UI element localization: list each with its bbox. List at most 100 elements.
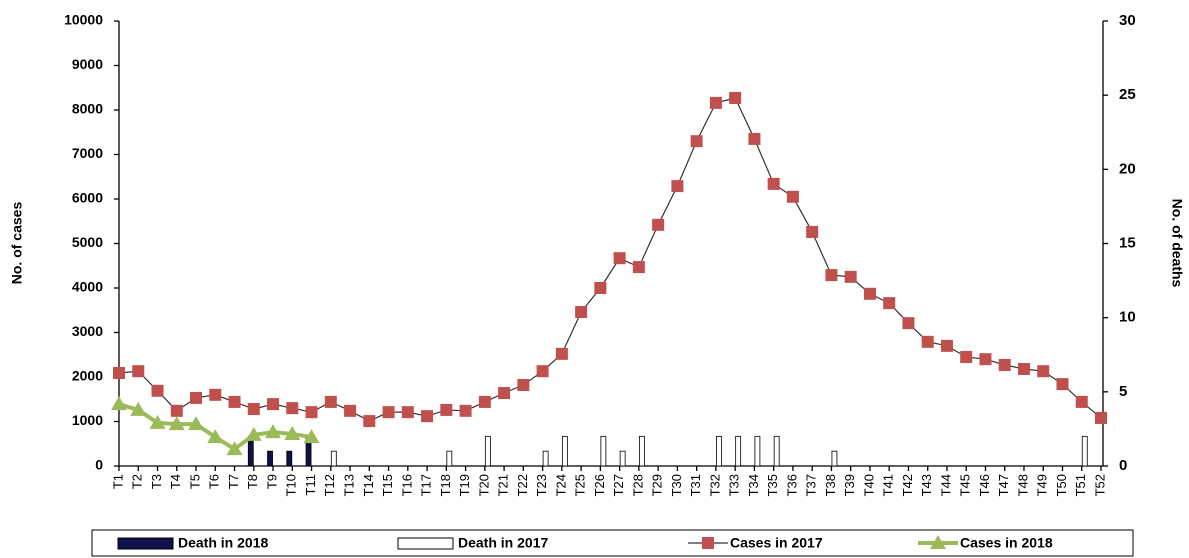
- x-tick-label: T42: [900, 474, 915, 496]
- bar: [446, 450, 453, 467]
- point-marker: [1056, 378, 1069, 391]
- x-tick-label: T10: [284, 474, 299, 496]
- x-tick-label: T38: [823, 474, 838, 496]
- point-marker: [440, 403, 453, 416]
- x-tick-label: T35: [765, 474, 780, 496]
- x-tick-label: T26: [592, 474, 607, 496]
- x-tick-label: T22: [515, 474, 530, 496]
- point-marker: [1037, 365, 1050, 378]
- x-tick-label: T2: [130, 474, 145, 489]
- point-marker: [921, 335, 934, 348]
- y-tick-label: 5000: [72, 234, 103, 250]
- x-tick-label: T40: [861, 474, 876, 496]
- x-tick-label: T25: [573, 474, 588, 496]
- x-tick-label: T41: [881, 474, 896, 496]
- y-tick-label: 4000: [72, 279, 103, 295]
- point-marker: [363, 415, 376, 428]
- bar: [1081, 435, 1088, 467]
- point-marker: [979, 353, 992, 366]
- point-marker: [555, 347, 568, 360]
- point-marker: [111, 396, 127, 411]
- legend-box: [91, 529, 1134, 557]
- point-marker: [883, 297, 896, 310]
- point-marker: [517, 379, 530, 392]
- x-tick-label: T49: [1035, 474, 1050, 496]
- point-marker: [207, 429, 224, 444]
- y-tick-label: 0: [95, 457, 103, 473]
- y-tick-label: 1000: [72, 412, 103, 428]
- x-tick-label: T47: [996, 474, 1011, 496]
- x-tick-label: T31: [688, 474, 703, 496]
- y2-tick-label: 25: [1119, 86, 1136, 103]
- point-marker: [498, 387, 511, 400]
- point-marker: [168, 416, 185, 431]
- y-tick-label: 6000: [72, 190, 103, 206]
- legend-marker: [702, 537, 714, 549]
- x-tick-label: T21: [496, 474, 511, 496]
- point-marker: [940, 339, 953, 352]
- point-marker: [324, 395, 337, 408]
- point-marker: [265, 424, 282, 439]
- y2-tick-label: 30: [1119, 12, 1136, 29]
- x-tick-label: T30: [669, 474, 684, 496]
- bar: [773, 435, 780, 467]
- y2-axis-title: No. of deaths: [1169, 199, 1185, 288]
- x-tick-label: T18: [438, 474, 453, 496]
- x-tick-label: T32: [707, 474, 722, 496]
- x-tick-label: T15: [380, 474, 395, 496]
- point-marker: [594, 282, 607, 294]
- x-tick-label: T13: [341, 474, 356, 496]
- legend-marker: [930, 535, 946, 549]
- x-tick-label: T6: [207, 474, 222, 489]
- x-tick-label: T7: [226, 474, 241, 489]
- bar: [267, 450, 273, 467]
- x-tick-label: T29: [650, 474, 665, 496]
- point-marker: [247, 403, 260, 416]
- x-tick-label: T23: [534, 474, 549, 496]
- x-tick-label: T11: [303, 474, 318, 495]
- y-tick-label: 10000: [64, 12, 103, 28]
- x-tick-label: T50: [1054, 474, 1069, 496]
- point-marker: [267, 398, 280, 411]
- y2-tick-label: 10: [1119, 309, 1136, 326]
- point-marker: [960, 350, 973, 363]
- x-tick-label: T16: [399, 474, 414, 496]
- point-marker: [303, 429, 320, 444]
- y-tick-label: 9000: [72, 56, 103, 72]
- point-marker: [613, 252, 626, 265]
- y2-tick-label: 5: [1119, 383, 1127, 400]
- point-marker: [767, 177, 780, 190]
- point-marker: [709, 96, 722, 109]
- legend-label: Death in 2017: [458, 535, 548, 551]
- x-tick-label: T5: [187, 474, 202, 489]
- point-marker: [149, 414, 166, 429]
- point-marker: [113, 366, 125, 379]
- x-tick-label: T8: [245, 474, 260, 489]
- x-tick-label: T46: [977, 474, 992, 496]
- x-tick-label: T1: [110, 474, 125, 489]
- point-marker: [228, 395, 241, 408]
- point-marker: [421, 410, 434, 423]
- x-tick-label: T36: [784, 474, 799, 496]
- x-tick-label: T52: [1092, 474, 1107, 496]
- point-marker: [286, 402, 299, 415]
- x-tick-label: T3: [149, 474, 164, 489]
- y-tick-label: 7000: [72, 145, 103, 161]
- x-tick-label: T24: [553, 474, 568, 496]
- x-tick-label: T33: [727, 474, 742, 496]
- y-axis-title: No. of cases: [9, 202, 25, 285]
- x-tick-label: T12: [322, 474, 337, 496]
- bar: [542, 450, 549, 467]
- y2-tick-label: 0: [1119, 457, 1127, 474]
- point-marker: [459, 404, 472, 417]
- point-marker: [190, 391, 203, 404]
- point-marker: [632, 261, 645, 274]
- legend-label: Cases in 2018: [960, 535, 1053, 551]
- bar: [286, 450, 293, 467]
- x-tick-label: T45: [958, 474, 973, 496]
- y-tick-label: 2000: [72, 368, 103, 384]
- bar: [716, 435, 722, 467]
- y-tick-label: 3000: [72, 323, 103, 339]
- legend-swatch: [397, 537, 454, 550]
- x-tick-label: T28: [630, 474, 645, 496]
